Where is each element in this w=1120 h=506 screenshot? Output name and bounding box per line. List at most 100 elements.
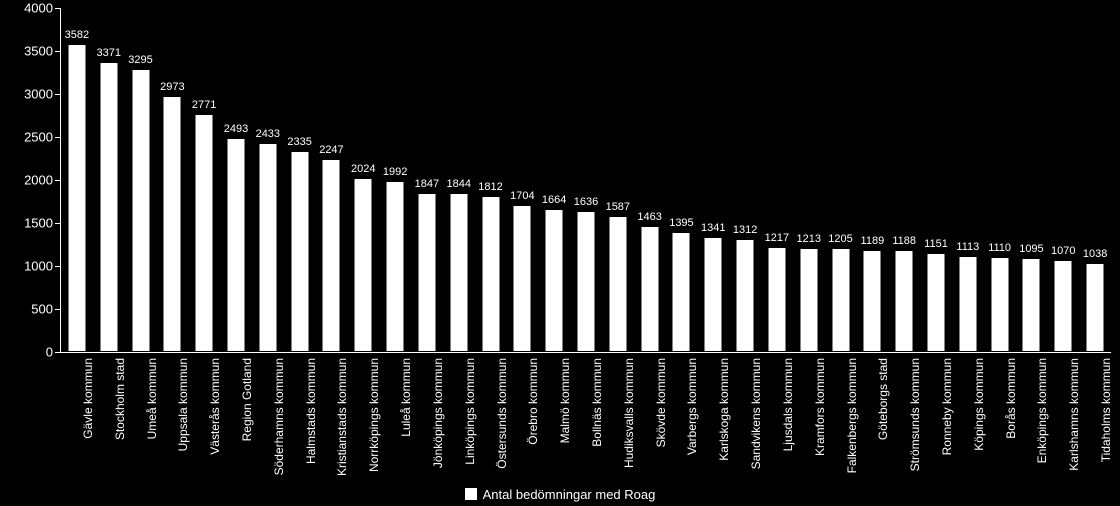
bar — [799, 248, 818, 352]
x-tick-label: Östersunds kommun — [495, 358, 509, 469]
x-tick-label: Örebro kommun — [526, 358, 540, 445]
y-tick-mark — [55, 223, 61, 224]
bar-slot: 1992 — [379, 8, 411, 352]
bar-value-label: 1113 — [956, 242, 979, 253]
bar-slot: 1213 — [793, 8, 825, 352]
y-tick-mark — [55, 309, 61, 310]
bar — [990, 257, 1009, 352]
bar-value-label: 1217 — [765, 233, 789, 244]
bar — [672, 232, 691, 352]
bar-value-label: 1189 — [861, 236, 885, 247]
x-tick-label: Enköpings kommun — [1035, 358, 1049, 463]
x-tick-label: Bollnäs kommun — [590, 358, 604, 447]
bar — [1054, 260, 1073, 352]
x-tick-label: Luleå kommun — [399, 358, 413, 437]
y-tick-label: 1000 — [11, 260, 53, 273]
bar-slot: 1110 — [984, 8, 1016, 352]
bar — [895, 250, 914, 352]
bar-value-label: 1038 — [1083, 249, 1107, 260]
bar — [481, 196, 500, 352]
bar — [545, 209, 564, 352]
bar — [163, 96, 182, 352]
bar-slot: 1844 — [443, 8, 475, 352]
bar — [831, 248, 850, 352]
bar-slot: 2335 — [284, 8, 316, 352]
bars-container: 3582337132952973277124932433233522472024… — [61, 8, 1111, 352]
bar — [99, 62, 118, 352]
bar-value-label: 3582 — [65, 30, 89, 41]
bar-slot: 1217 — [761, 8, 793, 352]
bar-value-label: 2493 — [224, 124, 248, 135]
bar — [417, 193, 436, 352]
x-tick-label: Söderhamns kommun — [272, 358, 286, 475]
bar — [290, 151, 309, 352]
bar — [1086, 263, 1105, 352]
bar-value-label: 1664 — [542, 195, 566, 206]
bar-value-label: 1213 — [796, 234, 820, 245]
bar — [67, 44, 86, 352]
bar-value-label: 2973 — [160, 82, 184, 93]
bar-value-label: 1587 — [606, 202, 630, 213]
x-tick-label: Malmö kommun — [558, 358, 572, 443]
x-tick-label: Karlshamns kommun — [1067, 358, 1081, 471]
x-tick-label: Halmstads kommun — [304, 358, 318, 464]
bar — [863, 250, 882, 352]
bar-slot: 3582 — [61, 8, 93, 352]
x-tick-label: Stockholm stad — [113, 358, 127, 440]
bar — [608, 216, 627, 352]
bar-slot: 1070 — [1047, 8, 1079, 352]
x-tick-label: Region Gotland — [240, 358, 254, 441]
bar-slot: 1847 — [411, 8, 443, 352]
bar-value-label: 2024 — [351, 164, 375, 175]
bar-value-label: 1636 — [574, 197, 598, 208]
legend: Antal bedömningar med Roag — [0, 487, 1120, 502]
bar — [195, 114, 214, 352]
bar — [354, 178, 373, 352]
x-tick-label: Ronneby kommun — [940, 358, 954, 455]
bar-slot: 2973 — [156, 8, 188, 352]
bar-slot: 2771 — [188, 8, 220, 352]
bar-slot: 3371 — [93, 8, 125, 352]
x-tick-label: Varbergs kommun — [685, 358, 699, 455]
bar-slot: 1664 — [538, 8, 570, 352]
bar-value-label: 1704 — [510, 191, 534, 202]
bar-value-label: 1844 — [446, 179, 470, 190]
bar-value-label: 2433 — [256, 129, 280, 140]
y-tick-mark — [55, 51, 61, 52]
y-tick-label: 3500 — [11, 45, 53, 58]
y-tick-label: 2000 — [11, 174, 53, 187]
bar-value-label: 2247 — [319, 145, 343, 156]
y-tick-label: 2500 — [11, 131, 53, 144]
x-tick-label: Jönköpings kommun — [431, 358, 445, 468]
bar-slot: 2024 — [347, 8, 379, 352]
bar-slot: 1463 — [634, 8, 666, 352]
bar — [258, 143, 277, 352]
bar — [926, 253, 945, 352]
bar-slot: 1038 — [1079, 8, 1111, 352]
x-axis-labels: Gävle kommunStockholm stadUmeå kommunUpp… — [60, 352, 1110, 472]
bar — [704, 237, 723, 352]
bar — [513, 205, 532, 352]
bar-value-label: 1812 — [478, 182, 502, 193]
bar-slot: 1395 — [666, 8, 698, 352]
x-tick-label: Strömsunds kommun — [908, 358, 922, 471]
bar — [386, 181, 405, 352]
y-tick-mark — [55, 137, 61, 138]
x-tick-label: Kristianstads kommun — [335, 358, 349, 476]
y-tick-label: 0 — [11, 346, 53, 359]
y-tick-mark — [55, 180, 61, 181]
bar-value-label: 1312 — [733, 225, 757, 236]
bar — [958, 256, 977, 352]
x-tick-label: Karlskoga kommun — [717, 358, 731, 461]
x-tick-label: Västerås kommun — [208, 358, 222, 455]
x-tick-label: Falkenbergs kommun — [845, 358, 859, 473]
bar-value-label: 1847 — [415, 179, 439, 190]
bar-slot: 1095 — [1016, 8, 1048, 352]
x-tick-label: Gävle kommun — [81, 358, 95, 439]
bar — [322, 159, 341, 352]
x-tick-label: Borås kommun — [1004, 358, 1018, 439]
x-tick-label: Hudiksvalls kommun — [622, 358, 636, 468]
bar — [640, 226, 659, 352]
bar — [736, 239, 755, 352]
bar-value-label: 1095 — [1019, 244, 1043, 255]
